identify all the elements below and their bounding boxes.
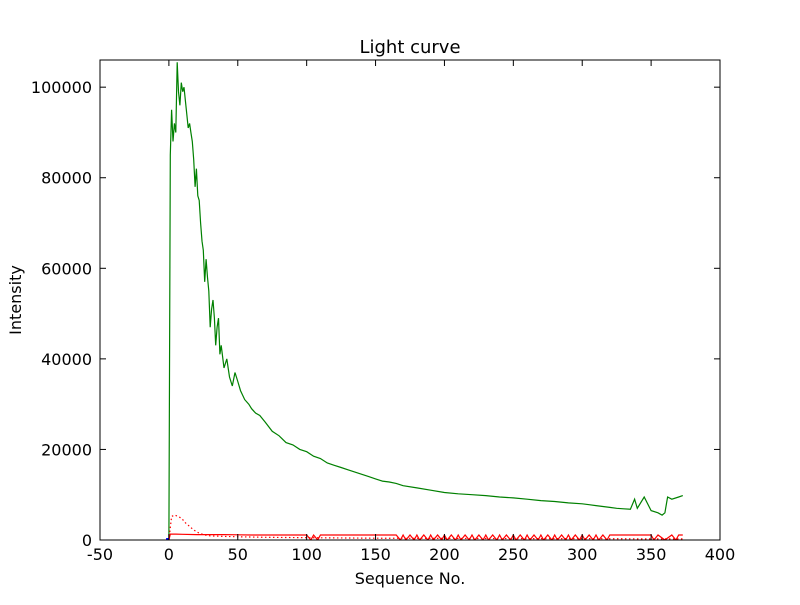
x-tick-label: 100: [291, 545, 322, 564]
x-tick-label: 300: [567, 545, 598, 564]
y-tick-label: 60000: [41, 259, 92, 278]
series-line-2: [168, 533, 683, 540]
chart-title: Light curve: [359, 37, 460, 58]
plot-area: [166, 62, 683, 540]
y-axis-label: Intensity: [6, 265, 25, 335]
x-tick-label: 150: [360, 545, 391, 564]
y-tick-label: 80000: [41, 169, 92, 188]
x-tick-label: 200: [429, 545, 460, 564]
axis-ticks: -50 0 50 100 150 200 250 300 350 4000200004000060…: [31, 60, 735, 564]
series-line-0: [168, 62, 683, 540]
y-tick-label: 100000: [31, 78, 92, 97]
y-tick-label: 40000: [41, 350, 92, 369]
x-tick-label: 350: [636, 545, 667, 564]
x-tick-label: -50: [87, 545, 113, 564]
y-tick-label: 0: [82, 531, 92, 550]
x-tick-label: 0: [164, 545, 174, 564]
plot-frame: [99, 59, 721, 541]
x-tick-label: 250: [498, 545, 529, 564]
series-line-1: [168, 514, 683, 540]
x-axis-label: Sequence No.: [355, 569, 466, 588]
x-tick-label: 400: [705, 545, 736, 564]
x-tick-label: 50: [228, 545, 248, 564]
y-tick-label: 20000: [41, 440, 92, 459]
